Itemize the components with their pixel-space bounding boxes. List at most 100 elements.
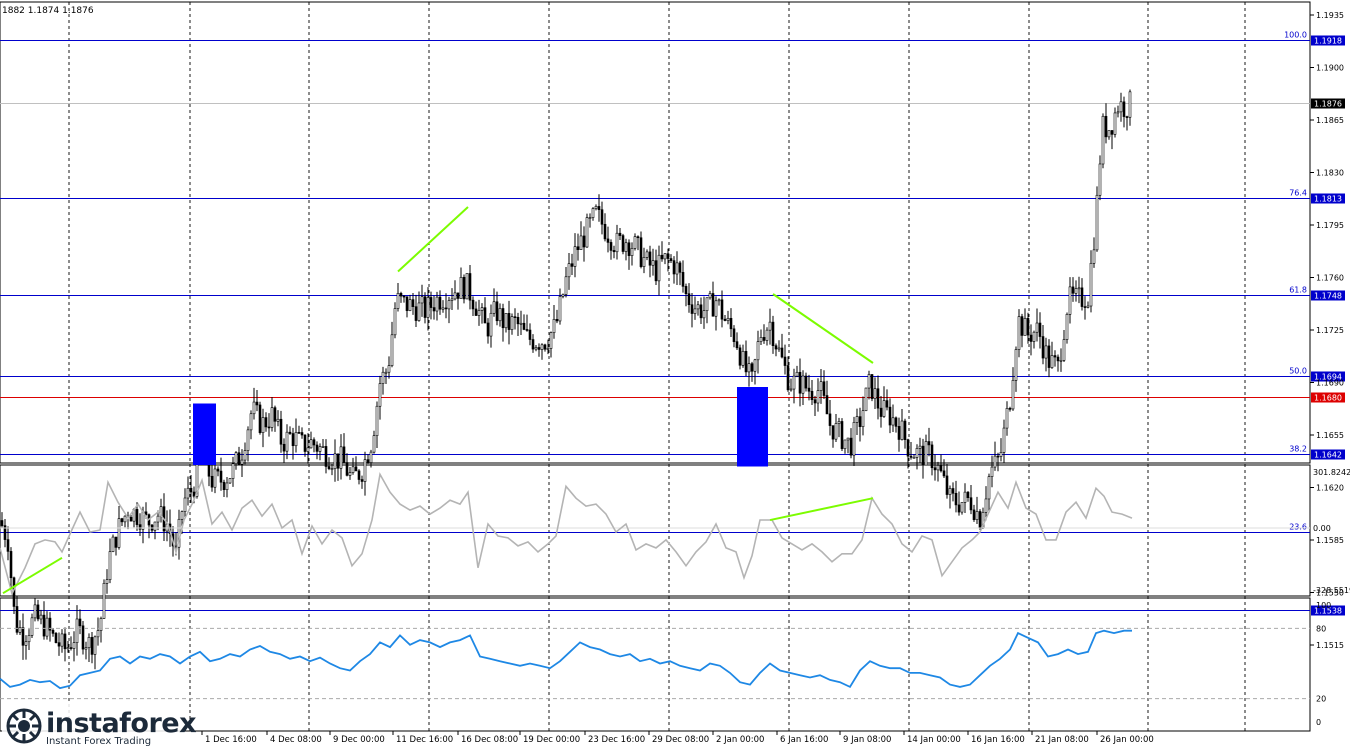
candle-body <box>420 296 424 304</box>
candle-body <box>390 334 394 366</box>
candle-body <box>63 633 67 650</box>
candle-body <box>621 235 625 252</box>
candle-body <box>777 347 781 350</box>
candle-body <box>408 299 412 311</box>
candle-body <box>33 604 37 619</box>
candle-body <box>219 470 223 483</box>
candle-body <box>903 420 907 440</box>
time-axis: 1 Dec 16:00 4 Dec 08:00 9 Dec 00:00 11 Dec … <box>201 731 1154 745</box>
candle-body <box>693 308 697 314</box>
candle-body <box>483 307 487 324</box>
fib-ratio-label: 100.0 <box>1284 31 1307 40</box>
fib-ratio-label: 50.0 <box>1289 367 1307 376</box>
candle-body <box>180 511 184 520</box>
cci-panel-frame <box>0 464 1311 597</box>
candle-body <box>438 296 442 310</box>
candle-body <box>810 390 814 401</box>
candle-body <box>822 381 826 396</box>
candle-body <box>975 511 979 520</box>
candle-body <box>462 276 466 300</box>
candle-body <box>954 492 958 506</box>
candle-body <box>18 627 22 633</box>
candle-body <box>780 347 784 358</box>
candle-body <box>969 497 973 511</box>
candle-body <box>888 406 892 426</box>
candle-body <box>846 437 850 441</box>
candle-body <box>636 236 640 239</box>
candle-body <box>933 467 937 471</box>
candle-body <box>27 635 31 643</box>
candle-body <box>336 453 340 469</box>
candle-body <box>819 381 823 391</box>
candle-body <box>564 276 568 295</box>
rsi-tick-label: 0 <box>1316 718 1321 727</box>
candle-body <box>183 497 187 512</box>
candle-body <box>690 304 694 314</box>
candle-body <box>99 618 103 631</box>
price-divergence-line <box>397 206 469 273</box>
candle-body <box>675 262 679 275</box>
price-tick-label: 1.1585 <box>1316 536 1344 545</box>
candle-body <box>759 337 763 342</box>
candle-body <box>0 520 4 526</box>
candle-body <box>792 375 796 390</box>
time-tick-label: 11 Dec 16:00 <box>396 735 453 745</box>
rsi-line <box>0 629 1132 690</box>
candle-body <box>930 444 934 469</box>
candle-body <box>618 232 622 236</box>
cci-indicator: 301.8242 0.00 -328.5519 <box>0 468 1350 596</box>
current-price-label: 1.1876 <box>1314 100 1342 109</box>
time-tick-label: 1 Dec 16:00 <box>205 735 257 745</box>
candle-body <box>1062 339 1066 361</box>
candle-body <box>1038 322 1042 337</box>
candle-body <box>318 446 322 452</box>
candle-body <box>663 253 667 260</box>
candle-body <box>699 304 703 319</box>
candle-body <box>387 365 391 373</box>
price-tick-label: 1.1620 <box>1316 484 1344 493</box>
candle-body <box>429 297 433 308</box>
candle-body <box>732 328 736 342</box>
candle-body <box>894 417 898 427</box>
candle-body <box>360 479 364 482</box>
time-tick-label: 6 Jan 16:00 <box>780 735 828 745</box>
time-tick-label: 9 Dec 00:00 <box>333 735 385 745</box>
candle-body <box>630 248 634 256</box>
candle-body <box>951 488 955 494</box>
candle-body <box>645 251 649 258</box>
candle-body <box>783 356 787 366</box>
candle-body <box>579 235 583 250</box>
candle-body <box>117 518 121 548</box>
candle-body <box>396 293 400 309</box>
candle-body <box>723 318 727 321</box>
candle-body <box>348 472 352 476</box>
candle-body <box>234 452 238 465</box>
current-price-tag <box>1311 98 1345 109</box>
candle-body <box>1113 112 1117 135</box>
price-tick-label: 1.1655 <box>1316 431 1344 440</box>
candle-body <box>153 521 157 531</box>
red-level-price-tag <box>1311 392 1345 403</box>
candle-body <box>582 235 586 248</box>
candle-body <box>720 299 724 320</box>
time-tick-label: 14 Jan 00:00 <box>907 735 961 745</box>
candle-body <box>603 223 607 240</box>
candle-body <box>786 365 790 391</box>
candle-body <box>501 308 505 329</box>
candle-body <box>96 630 100 638</box>
candle-body <box>1017 316 1021 350</box>
candle-body <box>366 459 370 463</box>
fib-price-label: 1.1642 <box>1314 451 1342 460</box>
candle-body <box>369 451 373 463</box>
candle-body <box>42 614 46 637</box>
candle-body <box>138 524 142 530</box>
instaforex-logo: instaforex Instant Forex Trading <box>2 704 197 750</box>
candle-body <box>255 401 259 406</box>
candle-body <box>741 351 745 366</box>
candle-body <box>189 487 193 493</box>
candle-body <box>651 260 655 266</box>
candle-body <box>624 242 628 252</box>
candle-body <box>441 307 445 310</box>
candle-body <box>546 348 550 350</box>
